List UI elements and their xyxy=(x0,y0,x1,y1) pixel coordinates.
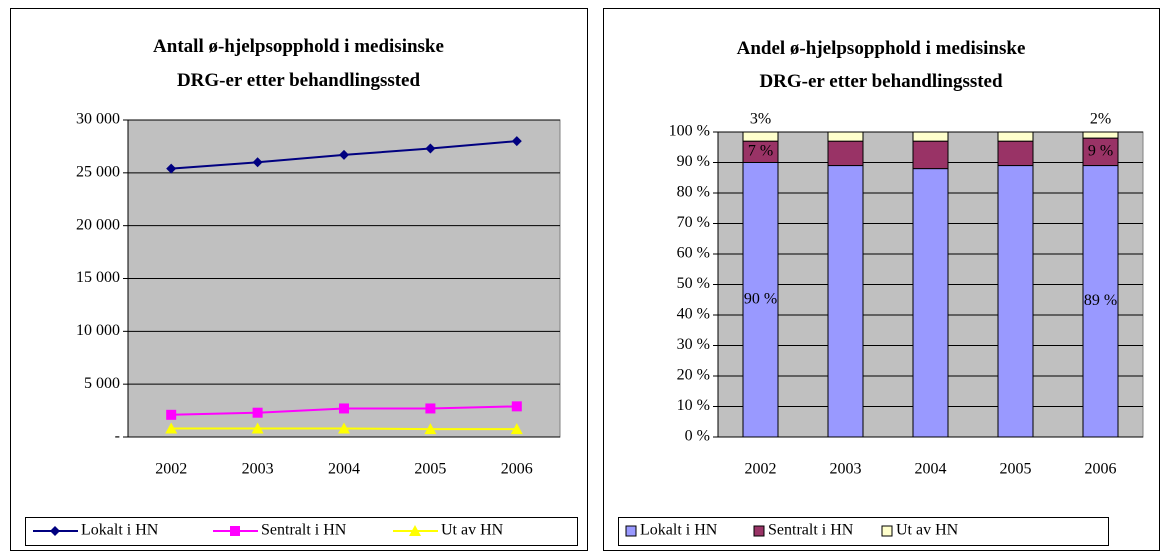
line-marker xyxy=(339,403,349,414)
line-marker xyxy=(251,422,264,434)
y-tick-label: 80 % xyxy=(677,184,710,201)
bar-segment xyxy=(827,131,864,142)
x-tick-label: 2004 xyxy=(328,461,360,478)
y-tick-label: 30 % xyxy=(677,336,710,353)
line-marker xyxy=(166,409,177,420)
y-tick-label: 10 000 xyxy=(76,322,120,339)
bar-segment xyxy=(912,140,949,170)
bar-segment xyxy=(912,131,949,142)
legend-marker xyxy=(50,526,60,536)
legend-swatch xyxy=(753,525,765,537)
legend-marker xyxy=(230,526,240,536)
line-marker xyxy=(165,422,178,434)
line-marker xyxy=(339,149,349,160)
y-tick-label: 60 % xyxy=(677,245,710,262)
line-marker xyxy=(252,157,263,168)
legend-label: Lokalt i HN xyxy=(640,522,718,539)
line-marker xyxy=(424,423,437,435)
line-marker xyxy=(425,403,436,414)
data-label: 7 % xyxy=(748,142,773,159)
legend-swatch xyxy=(881,525,893,537)
line-marker xyxy=(511,401,522,412)
x-tick-label: 2003 xyxy=(830,461,862,478)
y-tick-label: 20 % xyxy=(677,367,710,384)
data-label: 2% xyxy=(1090,111,1111,128)
y-tick-label: 0 % xyxy=(685,428,710,445)
bar-segment xyxy=(997,131,1034,142)
y-tick-label: - xyxy=(115,428,120,445)
y-tick-label: 90 % xyxy=(677,153,710,170)
line-marker xyxy=(166,163,177,174)
x-tick-label: 2006 xyxy=(1085,461,1117,478)
bar-segment xyxy=(912,168,949,438)
line-marker xyxy=(510,423,523,435)
bar-segment xyxy=(1082,165,1119,438)
bar-segment xyxy=(742,162,779,438)
legend-marker xyxy=(409,525,421,536)
y-tick-label: 100 % xyxy=(669,123,710,140)
legend-label: Sentralt i HN xyxy=(768,522,854,539)
y-tick-label: 5 000 xyxy=(84,375,120,392)
bar-segment xyxy=(827,165,864,438)
y-tick-label: 10 % xyxy=(677,397,710,414)
data-label: 9 % xyxy=(1088,142,1113,159)
data-label: 3% xyxy=(750,111,771,128)
chart-title: Andel ø-hjelpsopphold i medisinske DRG-er… xyxy=(737,38,1026,92)
legend xyxy=(618,517,1109,546)
x-tick-label: 2003 xyxy=(242,461,274,478)
bar-segment xyxy=(742,131,779,142)
data-label: 90 % xyxy=(744,290,777,307)
legend-label: Lokalt i HN xyxy=(81,522,159,539)
legend-label: Sentralt i HN xyxy=(261,522,347,539)
line-marker xyxy=(425,143,436,154)
x-tick-label: 2004 xyxy=(915,461,947,478)
line-marker xyxy=(252,407,263,418)
line-marker xyxy=(338,422,350,434)
y-tick-label: 25 000 xyxy=(76,164,120,181)
bar-segment xyxy=(997,140,1034,167)
bar-segment xyxy=(1082,137,1119,167)
x-tick-label: 2005 xyxy=(414,461,446,478)
line-marker xyxy=(511,136,522,147)
y-tick-label: 50 % xyxy=(677,275,710,292)
y-tick-label: 15 000 xyxy=(76,269,120,286)
y-tick-label: 40 % xyxy=(677,306,710,323)
y-tick-label: 70 % xyxy=(677,214,710,231)
y-tick-label: 20 000 xyxy=(76,216,120,233)
x-tick-label: 2002 xyxy=(155,461,187,478)
x-tick-label: 2002 xyxy=(745,461,777,478)
bar-segment xyxy=(997,165,1034,438)
x-tick-label: 2006 xyxy=(501,461,533,478)
data-label: 89 % xyxy=(1084,292,1117,309)
legend-label: Ut av HN xyxy=(441,522,504,539)
x-tick-label: 2005 xyxy=(1000,461,1032,478)
legend xyxy=(25,517,578,546)
bar-segment xyxy=(1082,131,1119,139)
legend-label: Ut av HN xyxy=(896,522,959,539)
chart-title: Antall ø-hjelpsopphold i medisinske DRG-e… xyxy=(153,36,444,91)
y-tick-label: 30 000 xyxy=(76,111,120,128)
legend-swatch xyxy=(625,525,637,537)
bar-segment xyxy=(827,140,864,167)
